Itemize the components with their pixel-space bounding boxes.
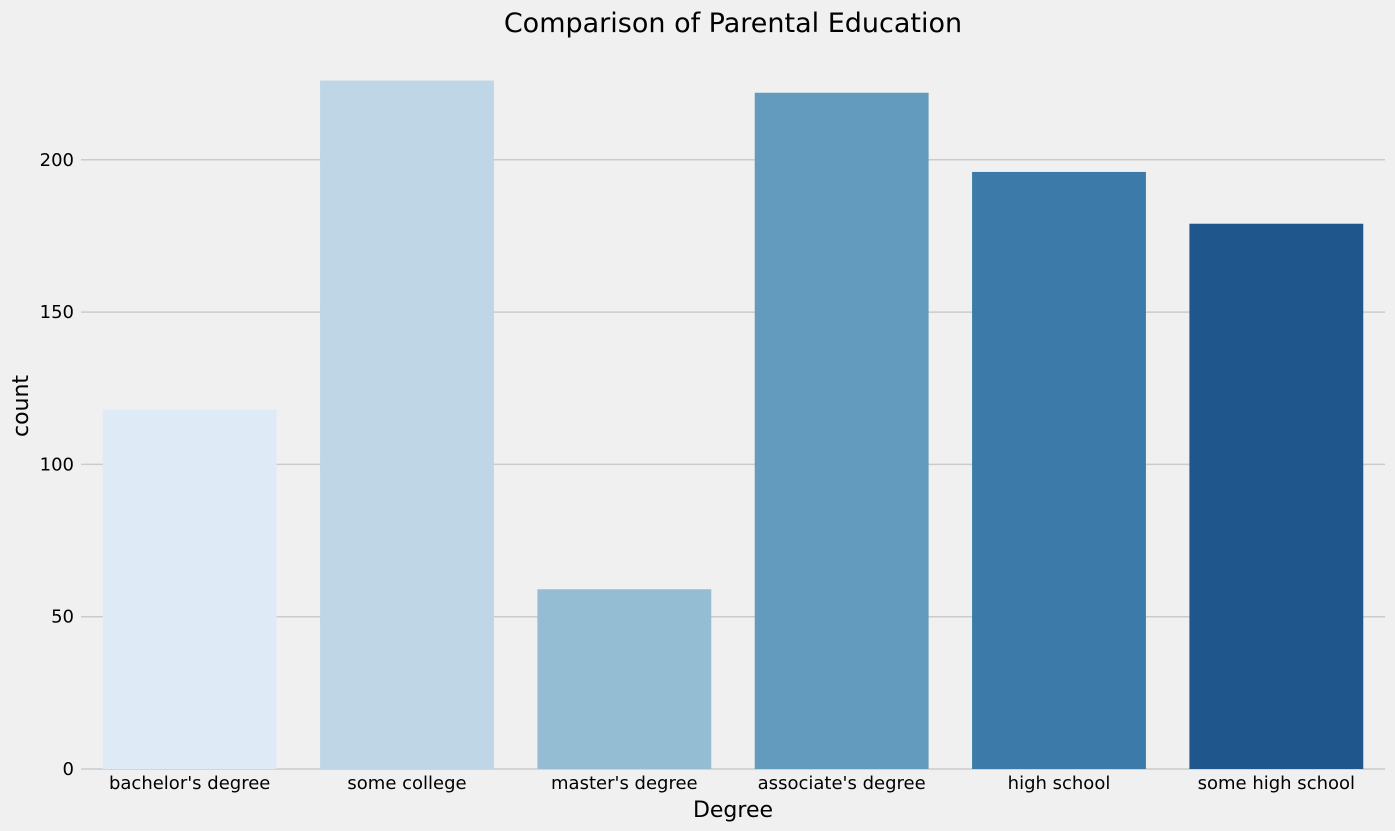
y-tick-label: 50: [51, 607, 74, 628]
y-tick-label: 150: [40, 302, 74, 323]
x-tick-labels: bachelor's degree some college master's de…: [109, 773, 1355, 794]
bar-3: [754, 92, 929, 769]
bar-1: [320, 80, 494, 769]
x-tick-label: some high school: [1198, 773, 1355, 794]
bar-0: [102, 409, 277, 769]
bar-5: [1189, 223, 1364, 769]
y-axis-label: count: [9, 375, 34, 437]
x-axis-label: Degree: [693, 798, 773, 823]
bar-2: [537, 589, 712, 769]
x-tick-label: associate's degree: [758, 773, 926, 794]
chart-title: Comparison of Parental Education: [504, 8, 962, 39]
x-tick-label: high school: [1008, 773, 1111, 794]
y-tick-label: 0: [63, 759, 74, 780]
x-tick-label: bachelor's degree: [109, 773, 270, 794]
y-tick-labels: 0 50 100 150 200: [40, 150, 74, 780]
x-tick-label: some college: [347, 773, 466, 794]
bar-4: [972, 171, 1146, 770]
grid-lines: [81, 159, 1385, 770]
x-tick-label: master's degree: [551, 773, 698, 794]
bars: [102, 80, 1364, 770]
y-tick-label: 100: [40, 454, 74, 475]
y-tick-label: 200: [40, 150, 74, 171]
